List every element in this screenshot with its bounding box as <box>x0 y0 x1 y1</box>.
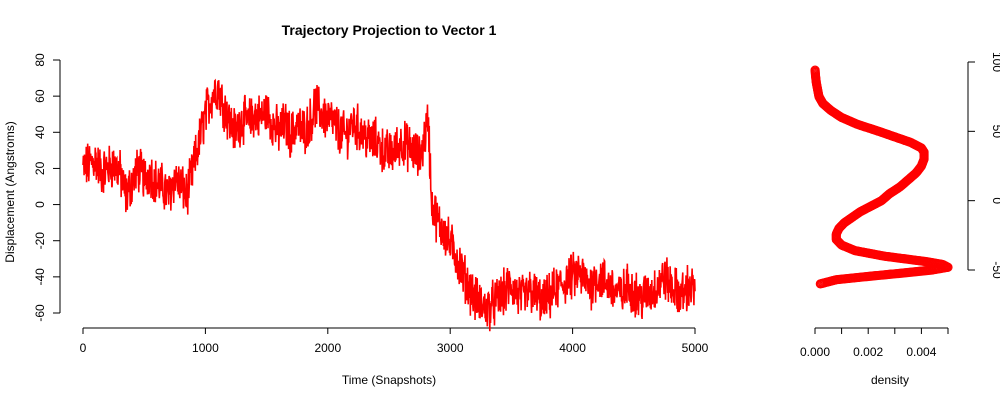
density-y-tick-label: 50 <box>990 125 1000 139</box>
y-tick-label: 20 <box>33 161 47 175</box>
x-tick-label: 2000 <box>314 341 341 355</box>
density-y-tick-label: 0 <box>990 197 1000 204</box>
density-x-axis-title: density <box>871 373 909 387</box>
x-axis-ticks: 0 1000 2000 3000 4000 5000 <box>80 328 709 355</box>
density-y-tick-label: -50 <box>990 261 1000 279</box>
density-panel: density 0.000 0.002 0.004 -50 0 50 100 <box>800 52 1000 387</box>
x-axis-title: Time (Snapshots) <box>342 373 436 387</box>
y-axis-title: Displacement (Angstroms) <box>3 121 17 262</box>
y-tick-label: -60 <box>33 304 47 322</box>
x-tick-label: 0 <box>80 341 87 355</box>
density-x-tick-label: 0.000 <box>800 345 830 359</box>
y-tick-label: 0 <box>33 201 47 208</box>
y-tick-label: 40 <box>33 125 47 139</box>
x-tick-label: 5000 <box>682 341 709 355</box>
x-tick-label: 1000 <box>192 341 219 355</box>
trajectory-panel: Trajectory Projection to Vector 1 Time (… <box>3 22 709 387</box>
density-point <box>810 65 820 75</box>
density-x-axis-ticks: 0.000 0.002 0.004 <box>800 328 949 359</box>
x-tick-label: 4000 <box>559 341 586 355</box>
y-axis-ticks: -60 -40 -20 0 20 40 60 80 <box>33 53 60 322</box>
density-series-points <box>810 65 953 289</box>
density-x-tick-label: 0.002 <box>853 345 883 359</box>
density-x-tick-label: 0.004 <box>906 345 936 359</box>
x-tick-label: 3000 <box>437 341 464 355</box>
chart-title: Trajectory Projection to Vector 1 <box>282 22 497 38</box>
density-y-axis-ticks: -50 0 50 100 <box>968 52 1000 279</box>
y-tick-label: 80 <box>33 53 47 67</box>
y-tick-label: -40 <box>33 268 47 286</box>
trajectory-series-line <box>82 78 696 332</box>
y-tick-label: -20 <box>33 232 47 250</box>
y-tick-label: 60 <box>33 89 47 103</box>
density-y-tick-label: 100 <box>990 52 1000 72</box>
